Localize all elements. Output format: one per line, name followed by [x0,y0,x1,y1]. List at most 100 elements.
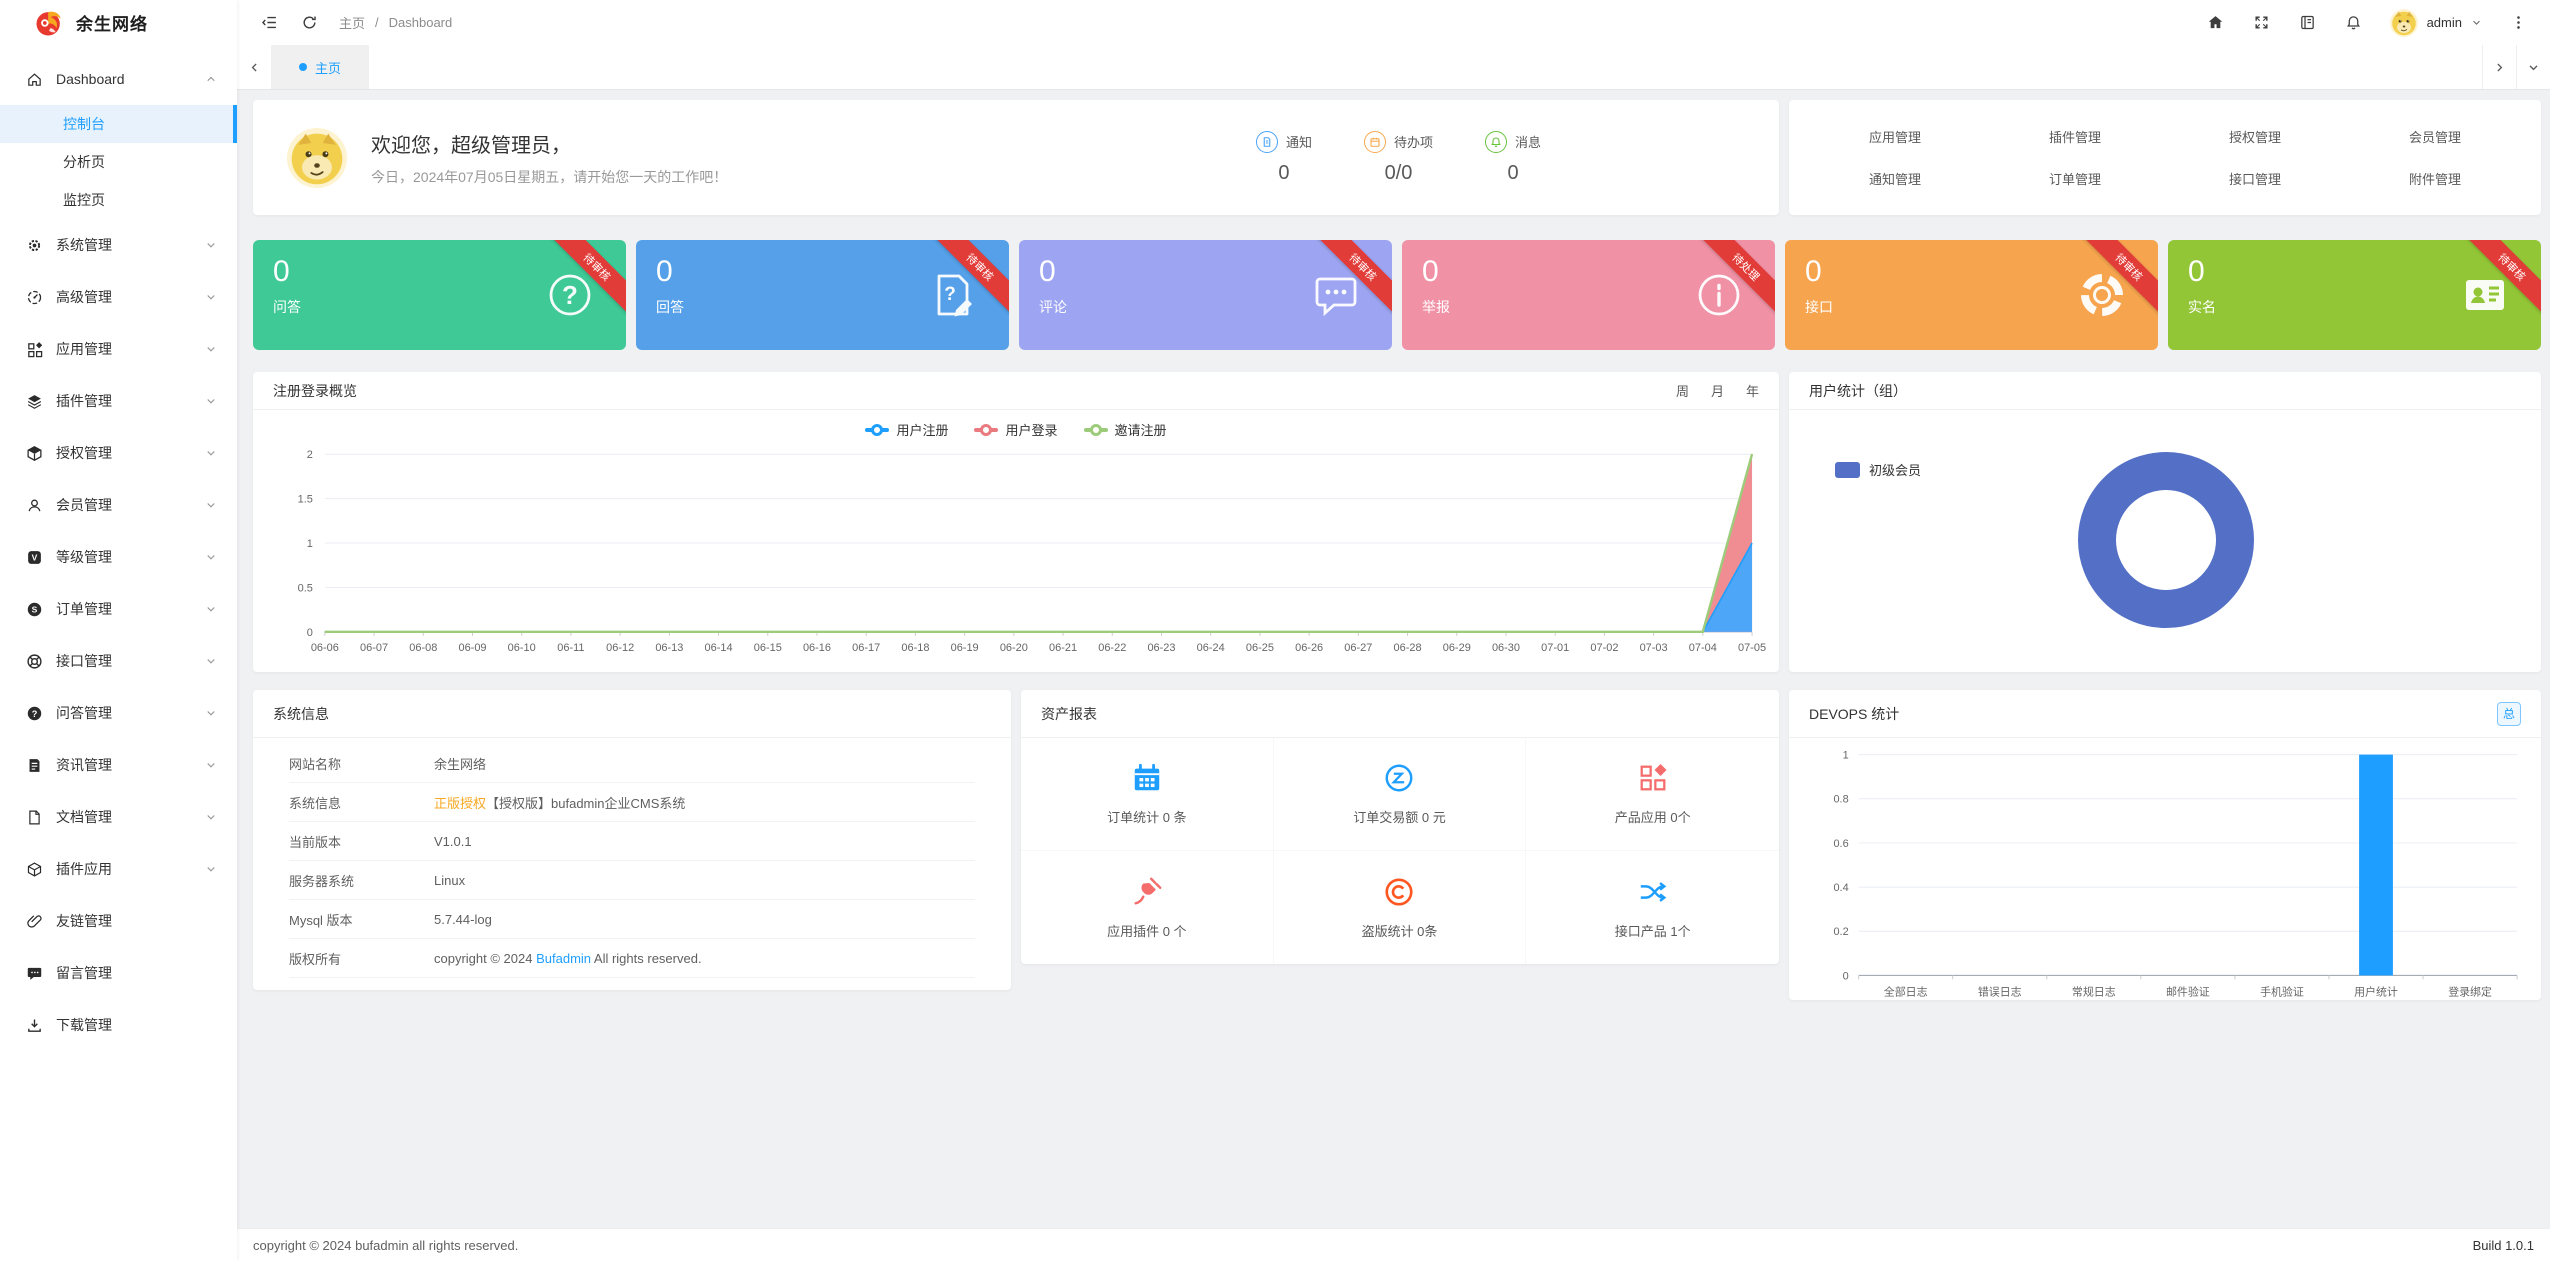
sidebar-item-qa[interactable]: ? 问答管理 [0,687,237,739]
sidebar-item-friend-link[interactable]: 友链管理 [0,895,237,947]
legend-label: 初级会员 [1869,463,1922,478]
chevron-down-icon [205,811,217,823]
svg-text:07-04: 07-04 [1689,642,1717,654]
sidebar-item-document[interactable]: 文档管理 [0,791,237,843]
quick-link-应用管理[interactable]: 应用管理 [1868,130,1921,145]
chevron-down-icon [205,863,217,875]
stat-card-举报[interactable]: 0 举报 待处理 [1402,240,1775,350]
quick-link-插件管理[interactable]: 插件管理 [2048,130,2101,145]
legend-用户注册[interactable]: 用户注册 [865,419,948,440]
legend-邀请注册[interactable]: 邀请注册 [1083,419,1167,440]
sidebar-item-label: Dashboard [56,71,125,87]
manual-icon[interactable] [2298,13,2318,33]
collapse-icon[interactable] [259,13,279,33]
sidebar-item-label: 留言管理 [56,965,112,981]
svg-text:06-22: 06-22 [1098,642,1126,654]
home-icon[interactable] [2206,13,2226,33]
todo-icon [1363,130,1386,153]
sidebar-item-license[interactable]: 授权管理 [0,427,237,479]
tab-scroll-right[interactable] [2482,45,2516,89]
registration-overview-card: 注册登录概览 周 月 年 用户注册 用户登录 邀请注册 0 0.5 1 1.5 2 06-06 06… [253,372,1779,672]
chevron-down-icon [205,343,217,355]
period-月[interactable]: 月 [1710,384,1724,399]
legend-用户登录[interactable]: 用户登录 [974,419,1058,440]
asset-label: 应用插件 0 个 [1107,923,1187,939]
sidebar-item-guestbook[interactable]: 留言管理 [0,947,237,999]
breadcrumb-home[interactable]: 主页 [339,16,366,31]
quick-links-card: 应用管理 插件管理 授权管理 会员管理通知管理 订单管理 接口管理 附件管理 [1789,100,2541,215]
sidebar-item-system[interactable]: 系统管理 [0,219,237,271]
legend-label: 邀请注册 [1114,423,1167,438]
svg-text:0.5: 0.5 [298,582,313,594]
chart-period-controls: 周月年 [1676,381,1759,400]
kebab-menu-icon[interactable] [2508,13,2528,33]
sidebar-item-plugin[interactable]: 插件管理 [0,375,237,427]
quick-link-授权管理[interactable]: 授权管理 [2228,130,2281,145]
svg-text:06-26: 06-26 [1295,642,1323,654]
svg-text:06-28: 06-28 [1394,642,1422,654]
quick-link-订单管理[interactable]: 订单管理 [2048,172,2101,187]
chevron-up-icon [205,73,217,85]
sidebar-item-label: 系统管理 [56,237,112,253]
sidebar-item-label: 应用管理 [56,341,112,357]
sidebar-item-order[interactable]: S 订单管理 [0,583,237,635]
chevron-down-icon [205,707,217,719]
quick-link-接口管理[interactable]: 接口管理 [2228,172,2281,187]
svg-text:06-21: 06-21 [1049,642,1077,654]
stat-card-实名[interactable]: 0 实名 待审核 [2168,240,2541,350]
sidebar-item-application[interactable]: 应用管理 [0,323,237,375]
period-周[interactable]: 周 [1675,384,1689,399]
welcome-stat-label: 待办项 [1393,135,1433,150]
period-年[interactable]: 年 [1745,384,1759,399]
copyright-icon [1383,876,1415,908]
welcome-stat-待办项: 待办项 0/0 [1363,130,1433,185]
card-title: 系统信息 [273,705,329,722]
stat-card-问答[interactable]: 0 问答? 待审核 [253,240,626,350]
sidebar-item-news[interactable]: 资讯管理 [0,739,237,791]
gear-icon [26,237,43,254]
asset-label: 产品应用 0个 [1614,810,1691,825]
sidebar-item-dashboard[interactable]: Dashboard [0,53,237,105]
sidebar-item-member[interactable]: 会员管理 [0,479,237,531]
donut-legend-初级会员[interactable]: 初级会员 [1835,460,1921,479]
sysinfo-row-当前版本: 当前版本 V1.0.1 [289,822,975,861]
quick-link-附件管理[interactable]: 附件管理 [2408,172,2461,187]
sidebar-subitem-监控页[interactable]: 监控页 [63,192,105,208]
sidebar-item-plugin-app[interactable]: 插件应用 [0,843,237,895]
sidebar-item-level[interactable]: V 等级管理 [0,531,237,583]
sidebar-subitem-控制台[interactable]: 控制台 [0,105,237,143]
s-badge-icon: S [26,601,43,618]
refresh-icon[interactable] [299,13,319,33]
welcome-stat-label: 通知 [1285,135,1312,150]
sidebar-item-api[interactable]: 接口管理 [0,635,237,687]
sysinfo-value: copyright © 2024 Bufadmin All rights res… [434,950,702,966]
stat-card-评论[interactable]: 0 评论 待审核 [1019,240,1392,350]
tab-home[interactable]: 主页 [271,45,370,89]
svg-text:06-11: 06-11 [557,642,584,654]
user-icon [26,497,43,514]
user-menu[interactable]: admin [2389,8,2482,37]
avatar [2389,8,2418,37]
sidebar-subitem-分析页[interactable]: 分析页 [63,154,105,170]
bell-icon[interactable] [2344,13,2364,33]
tab-menu-dropdown[interactable] [2516,45,2550,89]
chevron-down-icon [205,447,217,459]
tabbar-right [2482,45,2550,89]
svg-text:0.2: 0.2 [1833,926,1848,938]
fullscreen-icon[interactable] [2252,13,2272,33]
chevron-down-icon [2471,17,2482,28]
sidebar-item-advanced[interactable]: 高级管理 [0,271,237,323]
stat-card-回答[interactable]: 0 回答? 待审核 [636,240,1009,350]
legend-label: 用户注册 [896,423,949,438]
svg-text:06-19: 06-19 [951,642,979,654]
tab-scroll-left[interactable] [237,45,271,89]
devops-total-button[interactable]: 总 [2496,701,2521,726]
asset-item-产品应用 0个: 产品应用 0个 [1526,738,1779,851]
svg-text:用户统计: 用户统计 [2354,984,2398,998]
sidebar-item-download[interactable]: 下载管理 [0,999,237,1051]
quick-link-会员管理[interactable]: 会员管理 [2408,130,2461,145]
stat-card-接口[interactable]: 0 接口 待审核 [1785,240,2158,350]
quick-link-通知管理[interactable]: 通知管理 [1868,172,1921,187]
svg-text:07-03: 07-03 [1640,642,1668,654]
sidebar-item-label: 问答管理 [56,705,112,721]
